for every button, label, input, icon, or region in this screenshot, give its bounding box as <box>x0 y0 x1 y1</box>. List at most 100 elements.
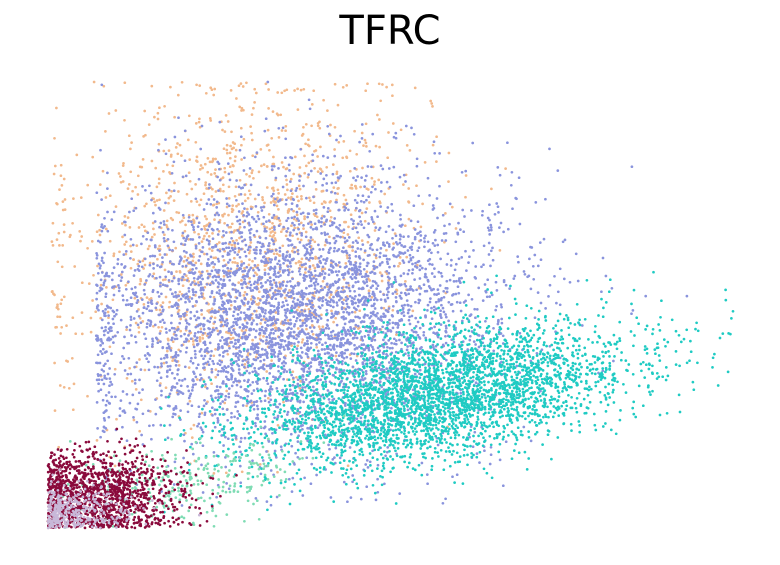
scatter-point <box>226 275 230 279</box>
scatter-point <box>59 332 62 335</box>
scatter-point <box>129 296 133 300</box>
scatter-point <box>398 338 401 342</box>
scatter-point <box>233 159 237 163</box>
scatter-point <box>214 256 218 260</box>
scatter-point <box>500 321 504 325</box>
scatter-point <box>430 251 433 255</box>
scatter-point <box>301 378 304 382</box>
scatter-point <box>198 168 202 171</box>
scatter-point <box>369 190 373 194</box>
scatter-point <box>149 301 153 304</box>
scatter-point <box>170 272 173 276</box>
scatter-point <box>181 392 185 395</box>
scatter-point <box>320 170 324 173</box>
scatter-point <box>104 403 108 407</box>
scatter-point <box>119 279 123 283</box>
scatter-point <box>270 226 274 230</box>
scatter-point <box>107 112 111 115</box>
scatter-point <box>219 369 223 373</box>
scatter-point <box>384 454 387 458</box>
scatter-point <box>123 81 127 85</box>
scatter-point <box>232 352 235 356</box>
scatter-point <box>246 302 250 305</box>
scatter-point <box>152 272 156 276</box>
scatter-point <box>105 399 109 403</box>
scatter-point <box>426 176 430 180</box>
scatter-point <box>327 398 331 401</box>
scatter-point <box>97 378 101 382</box>
scatter-point <box>122 253 126 256</box>
scatter-point <box>100 326 104 330</box>
scatter-point <box>211 328 215 331</box>
scatter-point <box>80 281 84 285</box>
scatter-point <box>470 209 473 212</box>
scatter-point <box>281 126 285 130</box>
scatter-point <box>162 209 166 212</box>
scatter-point <box>429 297 432 300</box>
scatter-point <box>489 228 493 232</box>
scatter-point <box>200 411 204 415</box>
scatter-point <box>181 231 185 235</box>
scatter-point <box>150 309 154 313</box>
scatter-point <box>259 472 263 476</box>
scatter-point <box>304 314 308 318</box>
scatter-point <box>247 189 251 193</box>
scatter-point <box>342 228 346 232</box>
scatter-point <box>368 330 372 334</box>
scatter-point <box>364 89 368 93</box>
scatter-point <box>328 447 331 451</box>
scatter-point <box>200 309 203 312</box>
scatter-point <box>189 268 192 272</box>
scatter-point <box>234 379 237 382</box>
scatter-point <box>121 294 125 297</box>
scatter-point <box>369 321 373 325</box>
scatter-point <box>180 242 183 246</box>
scatter-point <box>115 308 119 312</box>
scatter-point <box>409 344 412 348</box>
scatter-point <box>375 298 379 302</box>
scatter-point <box>351 222 355 226</box>
scatter-point <box>283 348 286 351</box>
scatter-point <box>308 326 312 329</box>
scatter-point <box>300 194 303 198</box>
scatter-point <box>222 369 226 372</box>
scatter-point <box>343 220 346 224</box>
scatter-point <box>244 337 248 341</box>
scatter-point <box>221 400 225 403</box>
scatter-point <box>350 183 354 187</box>
scatter-point <box>284 137 288 141</box>
scatter-point <box>182 236 186 240</box>
scatter-point <box>137 391 141 395</box>
scatter-point <box>252 248 256 252</box>
scatter-point <box>308 265 312 269</box>
scatter-point <box>367 348 371 352</box>
scatter-point <box>105 271 109 275</box>
scatter-point <box>379 247 383 250</box>
scatter-point <box>238 178 242 182</box>
scatter-point <box>313 166 316 170</box>
scatter-point <box>576 279 580 283</box>
scatter-point <box>213 213 217 217</box>
scatter-point <box>351 302 354 306</box>
scatter-point <box>306 175 310 179</box>
scatter-point <box>170 292 174 296</box>
scatter-point <box>221 300 225 304</box>
scatter-point <box>391 248 395 251</box>
scatter-point <box>365 198 368 202</box>
scatter-point <box>234 148 238 152</box>
scatter-point <box>218 289 221 292</box>
scatter-point <box>228 151 232 155</box>
scatter-point <box>484 319 487 323</box>
scatter-point <box>181 284 185 288</box>
scatter-point <box>244 358 247 362</box>
scatter-point <box>276 470 279 474</box>
scatter-point <box>295 232 299 236</box>
scatter-point <box>445 263 449 266</box>
scatter-point <box>308 284 311 288</box>
scatter-point <box>232 310 236 314</box>
scatter-point <box>241 404 245 407</box>
scatter-point <box>152 262 155 266</box>
scatter-point <box>312 337 315 340</box>
scatter-point <box>311 159 315 163</box>
scatter-point <box>311 332 315 336</box>
